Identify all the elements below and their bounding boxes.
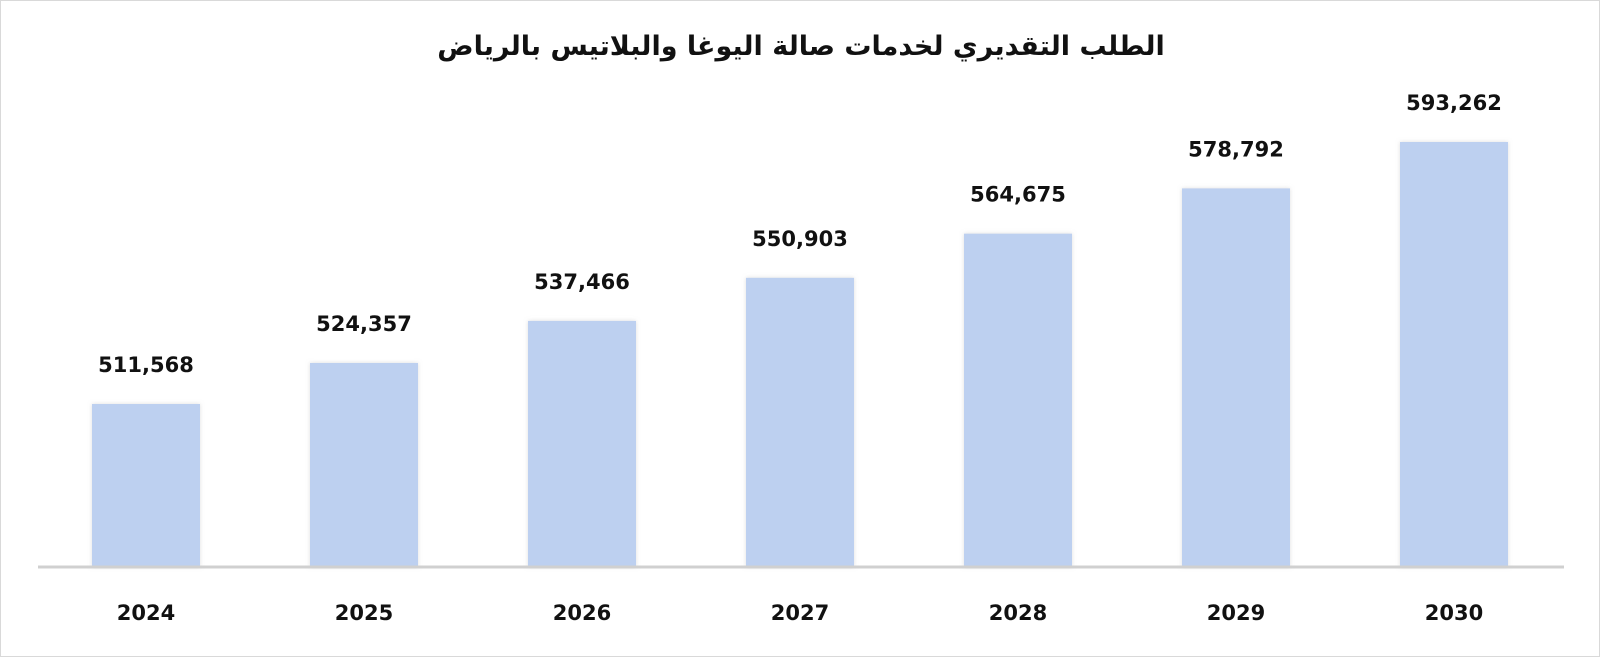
- x-tick-2030: 2030: [1425, 601, 1483, 625]
- bar-2030: [1400, 142, 1508, 567]
- x-tick-2028: 2028: [989, 601, 1047, 625]
- chart-title: الطلب التقديري لخدمات صالة اليوغا والبلا…: [437, 31, 1165, 62]
- data-label-2025: 524,357: [316, 312, 412, 336]
- data-label-2026: 537,466: [534, 270, 630, 294]
- bar-2028: [964, 233, 1072, 567]
- bar-2029: [1182, 188, 1290, 567]
- bar-2025: [310, 362, 418, 567]
- bar-2024: [92, 404, 200, 567]
- data-label-2028: 564,675: [970, 183, 1066, 207]
- bar-2027: [746, 277, 854, 567]
- x-tick-2024: 2024: [117, 601, 175, 625]
- data-label-2030: 593,262: [1406, 91, 1502, 115]
- data-label-2027: 550,903: [752, 227, 848, 251]
- x-tick-2026: 2026: [553, 601, 611, 625]
- x-tick-2025: 2025: [335, 601, 393, 625]
- x-tick-2029: 2029: [1207, 601, 1265, 625]
- data-label-2029: 578,792: [1188, 137, 1284, 161]
- bar-2026: [528, 320, 636, 567]
- x-tick-2027: 2027: [771, 601, 829, 625]
- data-label-2024: 511,568: [98, 353, 194, 377]
